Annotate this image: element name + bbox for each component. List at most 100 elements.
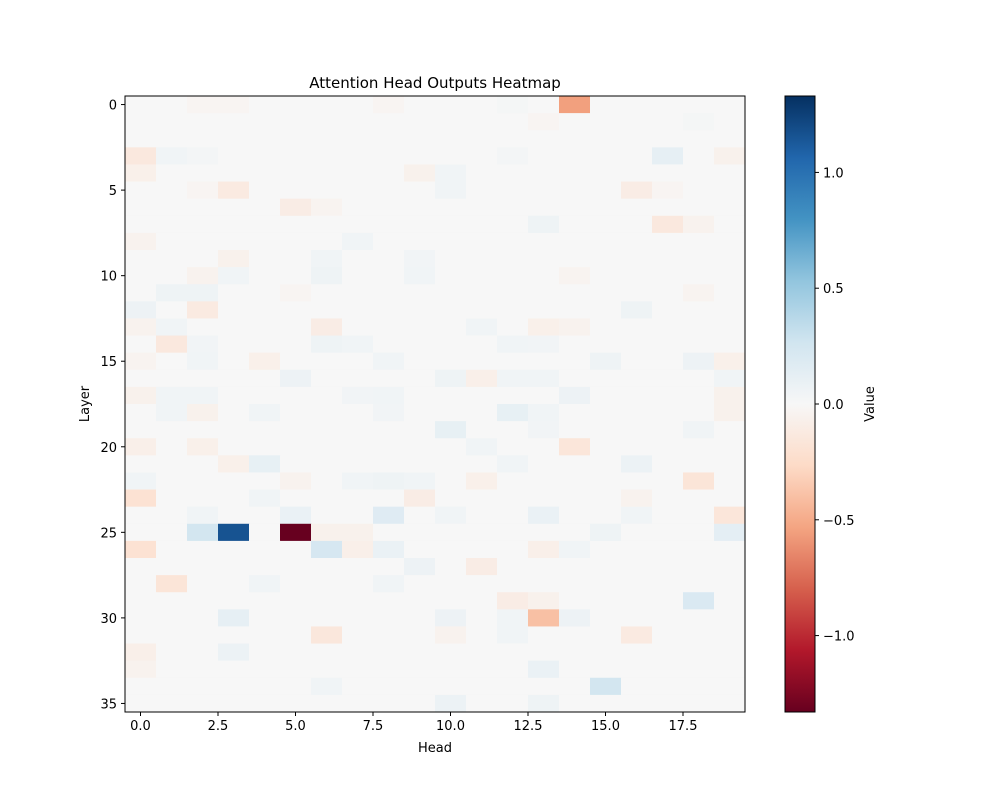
heatmap-cell [218, 335, 250, 354]
heatmap-cell [125, 386, 157, 405]
heatmap-cell [342, 575, 374, 593]
x-axis-label: Head [418, 741, 452, 756]
heatmap-cell [559, 472, 591, 490]
heatmap-cell [683, 318, 715, 336]
heatmap-cell [497, 489, 529, 508]
heatmap-cell [280, 455, 312, 473]
y-tick-label: 25 [100, 526, 117, 541]
heatmap-cell [621, 352, 653, 371]
heatmap-cell [249, 575, 281, 593]
heatmap-cell [311, 558, 343, 576]
heatmap-cell [125, 421, 157, 439]
heatmap-cell [621, 250, 653, 268]
heatmap-cell [714, 335, 746, 354]
heatmap-cell [590, 660, 622, 679]
heatmap-cell [621, 284, 653, 302]
heatmap-cell [280, 130, 312, 148]
heatmap-cell [466, 352, 498, 371]
heatmap-cell [187, 592, 219, 610]
heatmap-cell [497, 472, 529, 490]
heatmap-cell [621, 592, 653, 610]
heatmap-cell [125, 609, 157, 627]
heatmap-cell [342, 284, 374, 302]
heatmap-cell [652, 284, 684, 302]
heatmap-cell [652, 130, 684, 148]
heatmap-cell [125, 660, 157, 679]
heatmap-cell [342, 147, 374, 165]
heatmap-cell [156, 386, 188, 405]
heatmap-cell [218, 575, 250, 593]
heatmap-cell [311, 575, 343, 593]
heatmap-cell [311, 215, 343, 234]
heatmap-cell [466, 523, 498, 542]
heatmap-cell [466, 181, 498, 200]
heatmap-cell [714, 540, 746, 559]
heatmap-cell [342, 301, 374, 319]
heatmap-cell [466, 575, 498, 593]
heatmap-cell [404, 147, 436, 165]
heatmap-cell [652, 147, 684, 165]
heatmap-cell [652, 609, 684, 627]
heatmap-cell [311, 677, 343, 696]
heatmap-cell [621, 164, 653, 182]
heatmap-cell [621, 198, 653, 217]
heatmap-cell [249, 489, 281, 508]
heatmap-cell [404, 523, 436, 542]
heatmap-cell [218, 164, 250, 182]
heatmap-cell [435, 421, 467, 439]
heatmap-cell [435, 643, 467, 662]
heatmap-cell [311, 352, 343, 371]
heatmap-cell [404, 455, 436, 473]
heatmap-cell [156, 558, 188, 576]
heatmap-cell [125, 352, 157, 371]
x-tick-label: 12.5 [514, 719, 543, 734]
heatmap-cell [497, 455, 529, 473]
heatmap-cell [156, 660, 188, 679]
heatmap-cell [683, 489, 715, 508]
heatmap-cell [187, 506, 219, 525]
heatmap-cell [652, 438, 684, 456]
heatmap-cell [621, 181, 653, 200]
heatmap-cell [218, 267, 250, 285]
heatmap-cell [218, 660, 250, 679]
heatmap-cell [342, 421, 374, 439]
heatmap-cell [590, 540, 622, 559]
heatmap-cell [249, 694, 281, 713]
heatmap-cell [528, 386, 560, 405]
heatmap-cell [714, 113, 746, 131]
heatmap-cell [497, 232, 529, 251]
heatmap-cell [125, 489, 157, 508]
heatmap-cell [156, 677, 188, 696]
heatmap-cell [497, 318, 529, 336]
heatmap-cell [280, 523, 312, 542]
heatmap-cell [559, 267, 591, 285]
heatmap-cell [683, 130, 715, 148]
heatmap-cell [590, 318, 622, 336]
y-tick-label: 35 [100, 697, 117, 712]
heatmap-cell [187, 130, 219, 148]
heatmap-cell [652, 626, 684, 644]
heatmap-cell [249, 558, 281, 576]
heatmap-cell [125, 369, 157, 388]
heatmap-cell [218, 523, 250, 542]
heatmap-cell [404, 609, 436, 627]
heatmap-cells [125, 96, 746, 713]
heatmap-cell [714, 215, 746, 234]
heatmap-cell [683, 164, 715, 182]
heatmap-cell [435, 250, 467, 268]
heatmap-cell [187, 438, 219, 456]
heatmap-cell [373, 677, 405, 696]
heatmap-cell [218, 369, 250, 388]
heatmap-cell [435, 181, 467, 200]
heatmap-cell [342, 130, 374, 148]
heatmap-cell [466, 558, 498, 576]
heatmap-cell [373, 215, 405, 234]
heatmap-cell [156, 489, 188, 508]
heatmap-cell [590, 523, 622, 542]
heatmap-cell [156, 472, 188, 490]
heatmap-cell [652, 472, 684, 490]
heatmap-cell [652, 96, 684, 114]
heatmap-cell [652, 113, 684, 131]
heatmap-cell [683, 301, 715, 319]
heatmap-cell [125, 250, 157, 268]
